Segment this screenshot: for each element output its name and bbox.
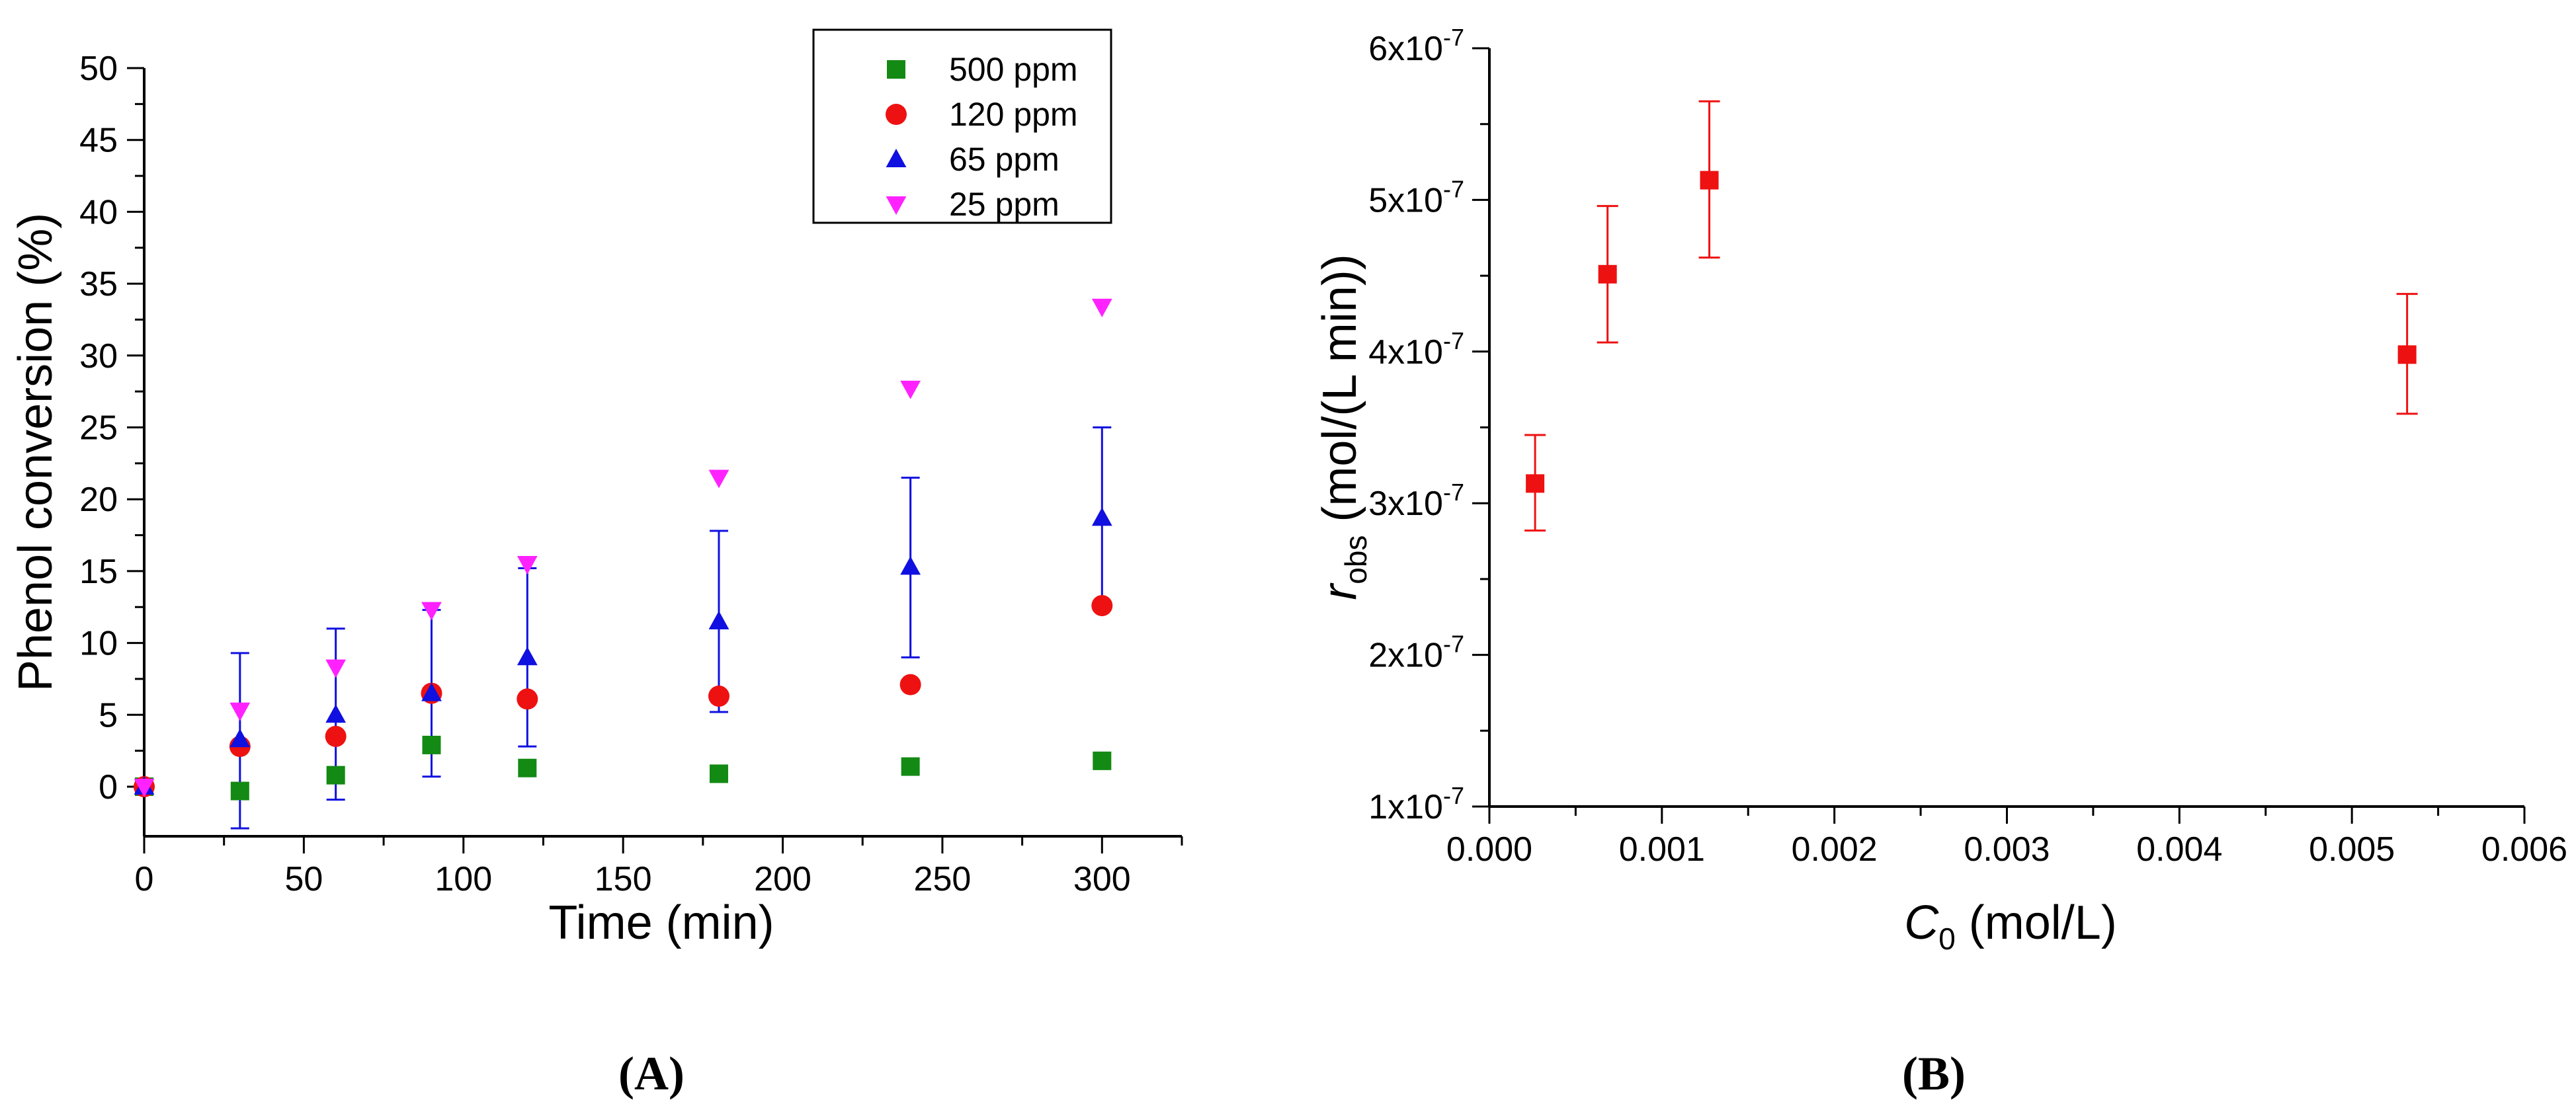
panel-a-point-120-ppm — [517, 688, 538, 710]
panel-a-point-120-ppm — [1091, 595, 1113, 617]
legend-marker-120-ppm — [886, 104, 907, 125]
panel-b-y-tick-label: 3x10-7 — [1368, 479, 1464, 523]
legend-label-120-ppm: 120 ppm — [949, 96, 1078, 133]
panel-a-y-tick-label: 25 — [79, 409, 118, 448]
legend-marker-65-ppm — [886, 149, 907, 167]
panel-a-point-500-ppm — [901, 757, 920, 776]
panel-a-point-120-ppm — [325, 725, 347, 747]
panel-b-x-axis-title: C0 (mol/L) — [1904, 896, 2117, 956]
panel-a-y-tick-label: 5 — [99, 696, 118, 734]
legend-label-65-ppm: 65 ppm — [949, 141, 1059, 178]
panel-b-y-tick-base: 3x10 — [1368, 485, 1443, 523]
panel-a-point-65-ppm — [1091, 507, 1112, 526]
panel-a-label: (A) — [618, 1047, 685, 1100]
panel-b-chart: 0.000 0.001 0.002 0.003 0.004 0.005 0.0061x10-… — [1313, 24, 2567, 1100]
panel-b-y-tick-exponent: -7 — [1443, 24, 1464, 51]
panel-a-point-65-ppm — [421, 682, 442, 701]
panel-b-x-tick-label: 0.003 — [1964, 830, 2050, 869]
panel-a-point-25-ppm — [421, 602, 442, 621]
panel-b-x-tick-label: 0.001 — [1619, 830, 1705, 869]
panel-a-y-tick-label: 40 — [79, 193, 118, 231]
panel-a-legend: 500 ppm 120 ppm 65 ppm 25 ppm — [812, 28, 1112, 224]
panel-a-chart: 0 50 100 150 200 250 300 0 5 10 15 20 25 30 35 40 45 50 T… — [9, 28, 1183, 1100]
panel-b-point — [2397, 345, 2417, 364]
panel-b-y-tick-exponent: -7 — [1443, 479, 1464, 506]
legend-box — [812, 28, 1112, 224]
panel-b-y-tick-exponent: -7 — [1443, 631, 1464, 658]
panel-a-point-25-ppm — [708, 469, 729, 489]
panel-a-point-500-ppm — [518, 758, 537, 777]
panel-b-y-tick-base: 4x10 — [1368, 333, 1443, 372]
panel-a-point-25-ppm — [900, 380, 921, 399]
panel-b-y-tick-label: 1x10-7 — [1368, 782, 1464, 826]
panel-b-y-tick-base: 2x10 — [1368, 637, 1443, 675]
panel-b-y-axis-title: robs (mol/(L min)) — [1313, 254, 1373, 600]
panel-b-x-axis-title-subscript: 0 — [1938, 922, 1956, 956]
panel-a-y-tick-label: 15 — [79, 553, 118, 591]
panel-a-point-65-ppm — [325, 704, 347, 723]
panel-a-point-500-ppm — [1093, 751, 1112, 770]
legend-label-25-ppm: 25 ppm — [949, 186, 1059, 223]
panel-a-y-tick-label: 10 — [79, 625, 118, 663]
panel-a-x-tick-label: 200 — [754, 860, 811, 898]
panel-b-point — [1598, 264, 1617, 284]
panel-b-y-tick-base: 5x10 — [1368, 181, 1443, 219]
panel-a-point-65-ppm — [900, 556, 921, 575]
panel-a-point-65-ppm — [708, 611, 729, 629]
panel-a-x-tick-label: 250 — [914, 860, 972, 898]
panel-b-y-tick-label: 2x10-7 — [1368, 631, 1464, 675]
panel-a-point-500-ppm — [326, 766, 345, 785]
panel-a-point-25-ppm — [325, 659, 347, 678]
panel-a-point-25-ppm — [134, 779, 155, 797]
panel-a-y-tick-label: 35 — [79, 265, 118, 303]
panel-b-y-tick-label: 4x10-7 — [1368, 327, 1464, 372]
panel-a-y-tick-label: 45 — [79, 122, 118, 160]
panel-b-y-tick-exponent: -7 — [1443, 175, 1464, 202]
panel-a-point-120-ppm — [708, 686, 729, 707]
panel-a-x-tick-label: 100 — [435, 860, 492, 898]
panel-a-y-tick-label: 50 — [79, 50, 118, 88]
panel-a-x-axis-title: Time (min) — [548, 896, 774, 949]
panel-b-y-tick-base: 1x10 — [1368, 788, 1443, 826]
panel-b-label: (B) — [1902, 1047, 1966, 1100]
legend-marker-25-ppm — [886, 196, 907, 215]
panel-a-y-tick-label: 20 — [79, 481, 118, 519]
panel-a-point-500-ppm — [709, 764, 728, 783]
panel-a-point-25-ppm — [229, 702, 251, 721]
panel-a-point-65-ppm — [229, 729, 251, 748]
panel-a-point-500-ppm — [422, 735, 441, 754]
panel-a-y-tick-label: 30 — [79, 337, 118, 375]
panel-a-point-25-ppm — [517, 556, 538, 574]
panel-b-y-axis-title-subscript: obs — [1339, 535, 1373, 584]
panel-b-y-tick-label: 6x10-7 — [1368, 24, 1464, 68]
legend-marker-500-ppm — [887, 60, 905, 79]
panel-b-y-tick-exponent: -7 — [1443, 327, 1464, 354]
panel-b-point — [1526, 474, 1545, 493]
panel-a-x-tick-label: 150 — [595, 860, 652, 898]
panel-a-y-axis-title: Phenol conversion (%) — [9, 213, 62, 691]
panel-b-y-axis-title-units: (mol/(L min)) — [1313, 254, 1366, 535]
panel-b-y-tick-label: 5x10-7 — [1368, 175, 1464, 219]
panel-a-x-tick-label: 300 — [1073, 860, 1131, 898]
panel-a-point-120-ppm — [899, 674, 921, 695]
panel-b-x-axis-title-symbol: C — [1904, 896, 1939, 949]
panel-b-x-tick-label: 0.002 — [1792, 830, 1878, 869]
panel-a-x-tick-label: 0 — [135, 860, 154, 898]
panel-b-x-tick-label: 0.000 — [1446, 830, 1532, 869]
panel-b-y-axis-title-symbol: r — [1313, 582, 1366, 600]
panel-a-point-25-ppm — [1091, 298, 1112, 317]
legend-label-500-ppm: 500 ppm — [949, 51, 1078, 88]
panel-b-x-axis-title-units: (mol/L) — [1956, 896, 2117, 949]
panel-b-x-tick-label: 0.006 — [2481, 830, 2567, 869]
panel-b-point — [1700, 171, 1719, 190]
panel-a-point-500-ppm — [230, 781, 249, 801]
panel-b-y-tick-base: 6x10 — [1368, 30, 1443, 68]
panel-b-x-tick-label: 0.005 — [2309, 830, 2395, 869]
panel-b-x-tick-label: 0.004 — [2136, 830, 2222, 869]
panel-b-y-tick-exponent: -7 — [1443, 782, 1464, 809]
panel-a-x-tick-label: 50 — [284, 860, 323, 898]
panel-a-y-tick-label: 0 — [99, 768, 118, 807]
panel-a-point-65-ppm — [517, 647, 538, 666]
